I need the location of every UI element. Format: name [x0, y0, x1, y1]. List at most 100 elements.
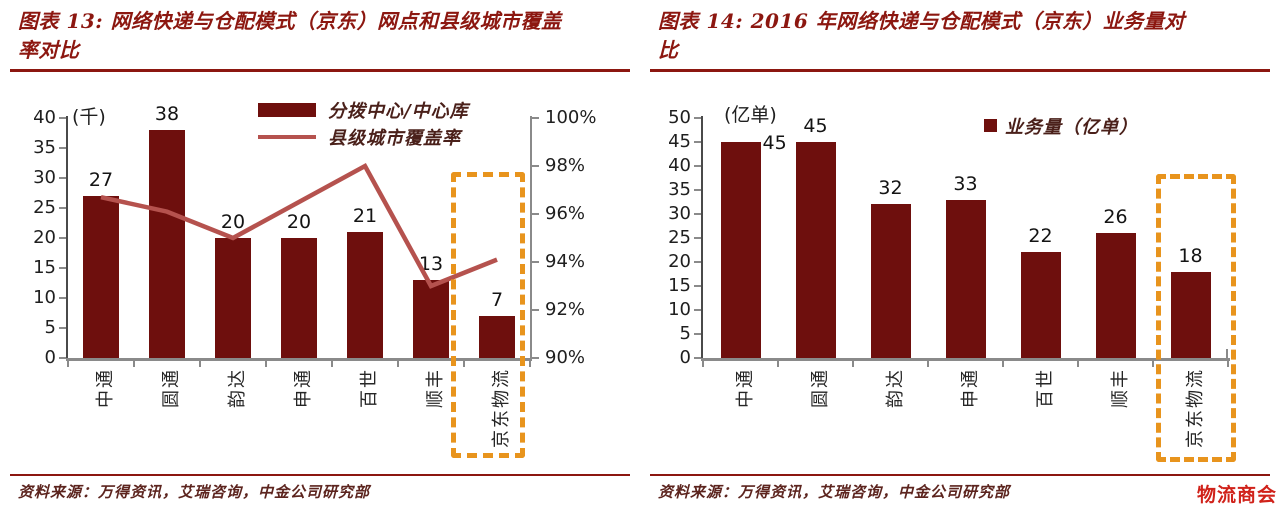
jd-logistics-highlight-box [1156, 174, 1236, 462]
y-axis-tick [59, 117, 66, 119]
y-axis-tick [59, 267, 66, 269]
y-axis-tick [694, 261, 701, 263]
y-axis-tick [694, 237, 701, 239]
y-axis-tick [694, 117, 701, 119]
right-axis-tick [532, 213, 539, 215]
right-axis-tick-label: 94% [545, 251, 586, 272]
jd-logistics-highlight-box [451, 172, 525, 458]
bar-value-label: 33 [953, 172, 978, 195]
y-axis-tick [59, 237, 66, 239]
x-axis-tick [702, 361, 704, 367]
right-axis-tick [532, 309, 539, 311]
y-axis-tick-label: 30 [33, 167, 56, 188]
x-category-label-圆通: 圆通 [161, 368, 182, 408]
y-axis-line [66, 116, 68, 358]
y-axis-tick-label: 10 [33, 287, 56, 308]
figure14-header: 图表 14: 2016 年网络快递与仓配模式（京东）业务量对比 [650, 5, 1270, 72]
right-axis-tick-label: 96% [545, 203, 586, 224]
bar-京东物流 [1170, 271, 1211, 358]
figure13-title: 图表 13: 网络快递与仓配模式（京东）网点和县级城市覆盖率对比 [18, 9, 562, 62]
x-axis-tick [463, 361, 465, 367]
y-axis-tick [694, 333, 701, 335]
bar-顺丰 [413, 280, 449, 358]
y-axis-tick-label: 25 [668, 227, 691, 248]
x-axis-tick [397, 361, 399, 367]
y-axis-tick [694, 285, 701, 287]
right-axis-tick [532, 117, 539, 119]
y-axis-tick [59, 207, 66, 209]
y-axis-tick [694, 141, 701, 143]
legend-row-line: 县级城市覆盖率 [258, 123, 469, 150]
bar-value-label: 22 [1028, 225, 1053, 248]
legend-label-line: 县级城市覆盖率 [328, 127, 461, 149]
x-category-label-中通: 中通 [734, 368, 756, 408]
x-axis-tick [1002, 361, 1004, 367]
bar-value-label: 20 [220, 211, 246, 233]
logistics-association-watermark: 物流商会 [1192, 480, 1277, 507]
figure13-source: 资料来源：万得资讯，艾瑞咨询，中金公司研究部 [10, 474, 630, 502]
x-category-label-顺丰: 顺丰 [1109, 368, 1131, 408]
x-axis-tick [133, 361, 135, 367]
x-category-label-中通: 中通 [95, 368, 116, 408]
x-axis-tick [852, 361, 854, 367]
y-axis-tick-label: 15 [33, 257, 56, 278]
y-axis-tick-label: 40 [33, 107, 56, 128]
y-axis-line [701, 116, 703, 358]
x-category-label-韵达: 韵达 [227, 368, 248, 408]
figure14-chart: 业务量（亿单） (亿单) 0 5 10 15 20 25 30 35 40 45 50 45 中通 45 圆… [640, 78, 1280, 470]
bar-京东物流 [479, 316, 515, 358]
right-axis-tick-label: 92% [545, 299, 586, 320]
bar-value-label: 21 [352, 205, 378, 227]
legend-row-bar: 分拨中心/中心库 [258, 96, 469, 123]
x-category-label-申通: 申通 [293, 368, 314, 408]
bar-value-label: 7 [490, 289, 504, 311]
y-axis-tick-label: 5 [44, 317, 56, 338]
y-axis-tick-label: 35 [668, 179, 691, 200]
bar-中通 [720, 142, 761, 358]
y-axis-tick [694, 357, 701, 359]
y-axis-tick-label: 25 [33, 197, 56, 218]
bar-value-label: 26 [1103, 206, 1128, 229]
y-axis-tick-label: 20 [33, 227, 56, 248]
bar-百世 [1020, 252, 1061, 358]
x-axis-tick [265, 361, 267, 367]
x-axis-tick [927, 361, 929, 367]
y-axis-tick-label: 35 [33, 137, 56, 158]
y-axis-tick [694, 309, 701, 311]
line-swatch-icon [258, 134, 316, 139]
bar-百世 [347, 232, 383, 358]
y-axis-tick-label: 50 [668, 107, 691, 128]
bar-申通 [281, 238, 317, 358]
x-axis-line [701, 358, 1230, 361]
bar-value-label: 45 [803, 115, 828, 137]
x-axis-tick [1077, 361, 1079, 367]
y-axis-tick-label: 0 [679, 347, 691, 368]
right-axis-tick [532, 165, 539, 167]
x-axis-tick [331, 361, 333, 367]
x-category-label-百世: 百世 [359, 368, 380, 408]
y-axis-tick [59, 177, 66, 179]
x-axis-tick [1152, 361, 1154, 367]
bar-value-label: 45 [762, 132, 787, 154]
bar-韵达 [215, 238, 251, 358]
y-axis-tick [59, 297, 66, 299]
x-axis-line [66, 358, 532, 361]
left-axis-unit-label: (千) [72, 106, 106, 128]
x-category-label-圆通: 圆通 [809, 368, 831, 408]
y-axis-tick [59, 147, 66, 149]
bar-value-label: 38 [154, 103, 180, 125]
figure14-source: 资料来源：万得资讯，艾瑞咨询，中金公司研究部 [650, 474, 1270, 502]
bar-圆通 [795, 142, 836, 358]
x-axis-tick [1227, 361, 1229, 367]
x-category-label-百世: 百世 [1034, 368, 1056, 408]
figure14-title: 图表 14: 2016 年网络快递与仓配模式（京东）业务量对比 [658, 9, 1185, 62]
bar-value-label: 18 [1178, 244, 1203, 267]
bar-中通 [83, 196, 119, 358]
x-category-label-顺丰: 顺丰 [425, 368, 446, 408]
y-axis-tick [59, 327, 66, 329]
x-axis-tick [529, 361, 531, 367]
right-axis-line [530, 116, 532, 360]
y-axis-tick [694, 189, 701, 191]
legend-row-volume: 业务量（亿单） [984, 112, 1138, 139]
